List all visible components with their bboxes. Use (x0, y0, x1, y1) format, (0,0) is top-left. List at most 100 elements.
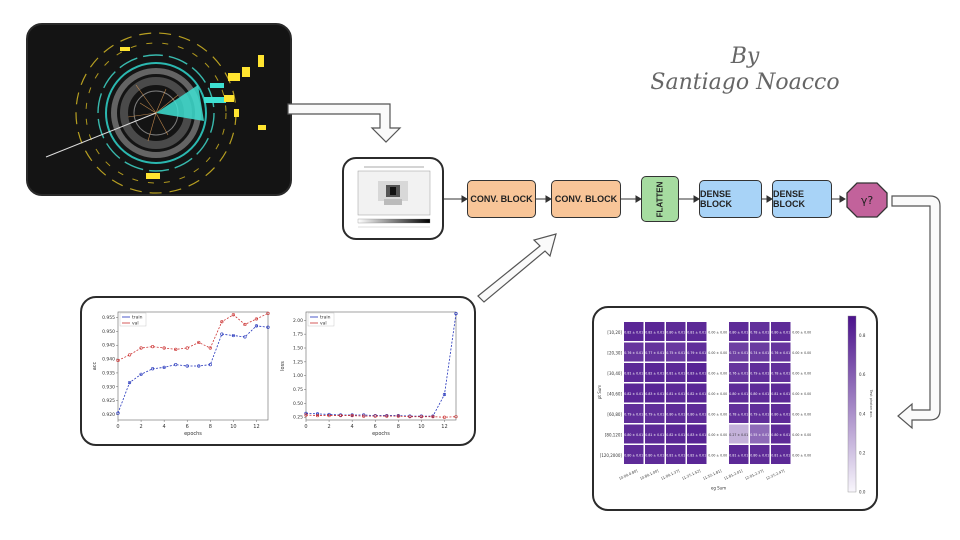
flatten-block-label: FLATTEN (655, 181, 665, 217)
accuracy-chart: 0 2 4 6 8 10 12 0.920 0.925 0.930 0.935 0.940 0.945 0… (92, 311, 270, 437)
acc-x-tick-label: 10 (230, 424, 236, 430)
loss-series-val-point (454, 415, 458, 419)
heatmap-cell-label: 0.78 ± 0.01 (729, 412, 748, 416)
signature-name: Santiago Noacco (650, 70, 840, 95)
heatmap-cell-label: 0.00 ± 0.00 (708, 330, 727, 334)
heatmap-cell-label: 0.27 ± 0.01 (729, 433, 748, 437)
heatmap-cell-label: 0.00 ± 0.00 (708, 453, 727, 457)
loss-plot-area (305, 311, 457, 421)
acc-y-tick-label: 0.930 (102, 384, 115, 390)
acc-y-tick-label: 0.945 (102, 343, 115, 349)
loss-series-val-point (362, 414, 366, 418)
heatmap-cell (750, 445, 770, 464)
heatmap-row-label: [10,20] (607, 330, 622, 335)
heatmap-cell-label: 0.79 ± 0.01 (687, 351, 706, 355)
heatmap-col-label: [2.37,2.47] (766, 469, 786, 481)
acc-series-train-line (117, 325, 269, 414)
heatmap-cell-label: 0.82 ± 0.01 (687, 392, 706, 396)
acc-series-val-point (151, 345, 155, 349)
loss-series-val-point (373, 414, 377, 418)
heatmap-cell-label: 0.80 ± 0.01 (771, 433, 790, 437)
heatmap-cell-label: 0.80 ± 0.01 (750, 392, 769, 396)
acc-y-tick-label: 0.935 (102, 370, 115, 376)
heatmap-colorbar-label: Test photon acc. (869, 389, 873, 419)
heatmap-cell (624, 424, 644, 444)
heatmap-cell-label: 0.80 ± 0.01 (624, 453, 643, 457)
heatmap-row-label: [60,80] (607, 412, 622, 417)
heatmap-cell (750, 404, 770, 423)
loss-series-val-point (408, 415, 412, 419)
heatmap-cell (645, 363, 665, 382)
loss-legend-box (307, 312, 335, 327)
loss-series-train-point (454, 312, 458, 316)
acc-x-tick-label: 6 (186, 424, 189, 430)
acc-series-train-point (197, 364, 201, 368)
detector-event-display (26, 23, 292, 196)
acc-y-tick-label: 0.940 (102, 357, 115, 363)
heatmap-cell-label: 0.76 ± 0.01 (624, 351, 643, 355)
loss-series-val-point (396, 414, 400, 418)
loss-series-val-point (442, 415, 447, 419)
heatmap-cell-label: 0.83 ± 0.01 (645, 392, 664, 396)
loss-series-val-point (339, 413, 343, 418)
heatmap-cell (708, 445, 728, 464)
acc-series-val-point (208, 346, 212, 350)
acc-series-val-point (231, 313, 235, 317)
heatmap-cell (666, 342, 686, 362)
heatmap-row-label: [20,30] (607, 350, 622, 355)
acc-series-val-point (116, 358, 120, 363)
acc-series-train-point (208, 363, 212, 367)
heatmap-cell (624, 322, 644, 341)
acc-series-train-point (151, 367, 155, 371)
acc-legend-label: val (132, 321, 139, 327)
heatmap-cell-label: 0.78 ± 0.01 (750, 330, 769, 334)
acc-series-val-point (243, 322, 247, 327)
heatmap-cell (792, 383, 812, 403)
loss-x-tick-label: 4 (351, 424, 354, 430)
loss-series-train-point (327, 412, 331, 417)
output-octagon (846, 182, 888, 218)
heatmap-cell (771, 342, 791, 362)
acc-series-val-point (197, 340, 201, 345)
heatmap-colorbar-tick-label: 0.6 (859, 372, 866, 377)
loss-y-tick-label: 2.00 (293, 318, 303, 324)
heatmap-cell-label: 0.80 ± 0.01 (666, 412, 685, 416)
heatmap-cell (645, 404, 665, 423)
heatmap-cell-label: 0.00 ± 0.00 (792, 412, 811, 416)
loss-x-tick-label: 8 (397, 424, 400, 430)
heatmap-cell (624, 383, 644, 403)
loss-y-tick-label: 0.25 (293, 415, 303, 421)
heatmap-cell-label: 0.82 ± 0.01 (624, 330, 643, 334)
heatmap-cell (750, 363, 770, 382)
loss-chart: 0 2 4 6 8 10 12 0.25 0.50 0.75 1.00 1.25 1.50 1.75 2.0… (280, 311, 458, 437)
heatmap-cell (792, 445, 812, 464)
heatmap-cell (666, 383, 686, 403)
heatmap-cell (771, 363, 791, 382)
heatmap-cell-label: 0.76 ± 0.01 (729, 371, 748, 375)
heatmap-cell (624, 445, 644, 464)
acc-series-train-point (127, 381, 132, 385)
acc-series-val-line (117, 313, 269, 361)
acc-series-train-point (254, 324, 259, 328)
heatmap-col-label: [1.00,1.37] (661, 469, 681, 481)
heatmap-cell (687, 424, 707, 444)
conv-block-2-label: CONV. BLOCK (554, 194, 618, 204)
heatmap-colorbar-tick-label: 0.8 (859, 333, 866, 338)
heatmap-cell-label: 0.82 ± 0.01 (666, 433, 685, 437)
acc-x-tick-label: 0 (116, 424, 119, 430)
heatmap-cell-label: 0.00 ± 0.00 (792, 351, 811, 355)
heatmap-cell (624, 363, 644, 382)
arrow-detector-to-input (287, 103, 402, 143)
heatmap-col-label: [2.01,2.37] (745, 469, 765, 481)
heatmap-cell-label: 0.80 ± 0.01 (750, 453, 769, 457)
loss-x-tick-label: 2 (327, 424, 330, 430)
training-curves-frame: 0 2 4 6 8 10 12 0.920 0.925 0.930 0.935 0.940 0.945 0… (80, 296, 476, 446)
acc-y-axis-label: acc (92, 361, 98, 370)
heatmap-cell-label: 0.78 ± 0.01 (771, 371, 790, 375)
acc-series-train-point (266, 325, 270, 329)
heatmap-cell (645, 342, 665, 362)
heatmap-cell-label: 0.74 ± 0.01 (750, 351, 769, 355)
arrow-charts-to-pipeline (477, 233, 557, 303)
heatmap-cell-label: 0.81 ± 0.01 (771, 392, 790, 396)
